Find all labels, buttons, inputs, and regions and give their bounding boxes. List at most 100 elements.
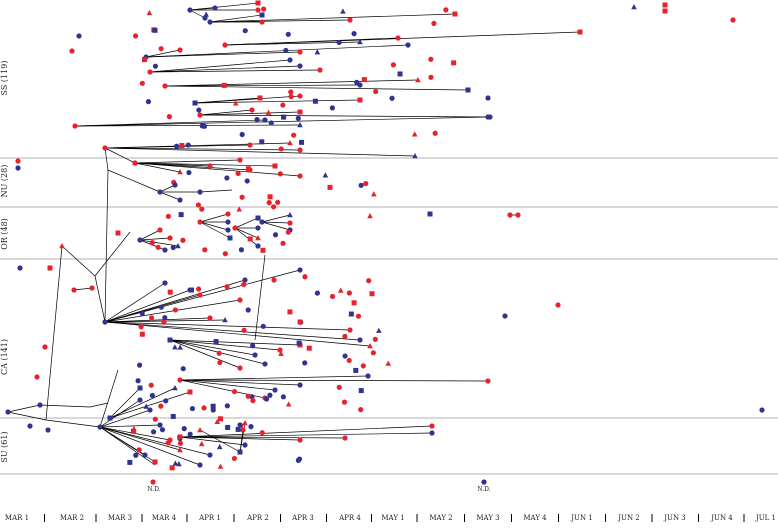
sample-node-circle bbox=[148, 315, 155, 321]
sample-node-circle bbox=[317, 67, 323, 73]
sample-node-circle bbox=[288, 94, 294, 100]
sample-node-circle bbox=[342, 333, 348, 339]
tree-branch bbox=[134, 162, 251, 171]
sample-node-circle bbox=[145, 99, 152, 105]
sample-node-circle bbox=[241, 327, 247, 333]
sample-node-circle bbox=[247, 142, 253, 148]
sample-node-circle bbox=[329, 293, 336, 300]
sample-node-circle bbox=[351, 31, 357, 37]
sample-node-circle bbox=[266, 200, 272, 206]
sample-node-circle bbox=[197, 292, 203, 298]
sample-node-circle bbox=[252, 352, 258, 358]
sample-node-square bbox=[297, 319, 303, 325]
sample-node-circle bbox=[485, 114, 491, 120]
tree-branch bbox=[199, 213, 229, 223]
tree-branch bbox=[169, 339, 241, 369]
sample-node-circle bbox=[162, 314, 168, 321]
sample-node-square bbox=[247, 236, 253, 242]
sample-node-square bbox=[189, 287, 195, 293]
sample-node-triangle bbox=[385, 360, 392, 366]
sample-node-circle bbox=[72, 123, 78, 129]
tree-branch bbox=[104, 147, 301, 151]
sample-node-circle bbox=[76, 33, 82, 39]
sample-node-triangle bbox=[59, 243, 65, 249]
sample-node-triangle bbox=[278, 350, 284, 356]
tree-branch bbox=[61, 245, 96, 277]
sample-node-square bbox=[221, 82, 227, 88]
sample-node-square bbox=[662, 2, 668, 8]
sample-node-circle bbox=[224, 403, 230, 409]
sample-node-circle bbox=[222, 42, 228, 48]
sample-node-circle bbox=[555, 302, 561, 308]
region-label-ca: CA (141) bbox=[0, 339, 9, 375]
sample-node-triangle bbox=[176, 461, 182, 467]
sample-node-triangle bbox=[376, 327, 382, 333]
sample-node-circle bbox=[197, 462, 203, 468]
tree-branches bbox=[7, 2, 581, 466]
sample-node-circle bbox=[358, 182, 364, 188]
tree-branch bbox=[169, 339, 301, 346]
sample-node-circle bbox=[166, 114, 173, 120]
sample-node-circle bbox=[277, 347, 283, 353]
sample-node-triangle bbox=[177, 169, 183, 175]
sample-node-circle bbox=[207, 163, 213, 169]
sample-node-circle bbox=[187, 431, 193, 437]
sample-node-circle bbox=[139, 310, 145, 317]
sample-node-square bbox=[361, 77, 367, 83]
tree-branch bbox=[39, 404, 91, 408]
sample-node-circle bbox=[242, 277, 248, 283]
tree-branch bbox=[134, 162, 301, 177]
tree-branch bbox=[99, 426, 156, 466]
tree-branch bbox=[107, 169, 161, 193]
tree-branch bbox=[99, 424, 161, 428]
sample-node-circle bbox=[177, 434, 183, 440]
sample-node-circle bbox=[336, 384, 342, 390]
sample-node-circle bbox=[275, 199, 281, 205]
tree-branch bbox=[134, 162, 181, 173]
sample-node-circle bbox=[515, 212, 521, 218]
sample-node-circle bbox=[139, 80, 145, 86]
tree-branch bbox=[254, 254, 266, 341]
sample-node-circle bbox=[297, 267, 303, 273]
sample-node-circle bbox=[172, 307, 179, 313]
sample-node-circle bbox=[241, 281, 247, 288]
sample-node-circle bbox=[248, 424, 254, 430]
sample-node-circle bbox=[259, 430, 265, 436]
sample-node-square bbox=[257, 95, 263, 101]
sample-node-circle bbox=[158, 304, 164, 310]
sample-node-circle bbox=[297, 93, 303, 99]
sample-node-circle bbox=[161, 319, 167, 325]
sample-node-circle bbox=[177, 47, 183, 53]
sample-node-circle bbox=[157, 227, 163, 233]
sample-node-circle bbox=[244, 178, 250, 184]
sample-node-circle bbox=[759, 407, 765, 413]
sample-node-circle bbox=[358, 406, 364, 413]
sample-node-triangle bbox=[265, 109, 272, 115]
sample-node-triangle bbox=[337, 287, 344, 293]
not-dated-label: N.D. bbox=[477, 486, 490, 493]
sample-node-square bbox=[237, 449, 243, 455]
sample-node-square bbox=[227, 235, 233, 241]
sample-node-triangle bbox=[287, 140, 293, 146]
sample-node-circle bbox=[159, 427, 166, 433]
sample-node-triangle bbox=[177, 447, 183, 453]
sample-node-circle bbox=[431, 20, 437, 26]
sample-node-circle bbox=[133, 452, 139, 458]
sample-node-triangle bbox=[198, 440, 205, 447]
sample-node-circle bbox=[212, 5, 218, 11]
sample-node-circle bbox=[507, 212, 513, 218]
sample-node-circle bbox=[197, 189, 203, 195]
sample-node-circle bbox=[295, 457, 302, 463]
not-dated-labels: N.D. N.D. bbox=[147, 486, 490, 493]
sample-node-circle bbox=[272, 387, 278, 393]
tree-branch bbox=[261, 214, 291, 223]
tree-branch bbox=[134, 162, 276, 167]
sample-node-square bbox=[348, 311, 354, 317]
tree-branch bbox=[74, 116, 489, 127]
sample-node-circle bbox=[245, 307, 251, 313]
sample-node-circle bbox=[237, 422, 243, 428]
sample-node-circle bbox=[186, 169, 192, 176]
sample-node-circle bbox=[150, 479, 156, 485]
tree-branch bbox=[104, 289, 191, 323]
sample-node-triangle bbox=[412, 153, 418, 159]
